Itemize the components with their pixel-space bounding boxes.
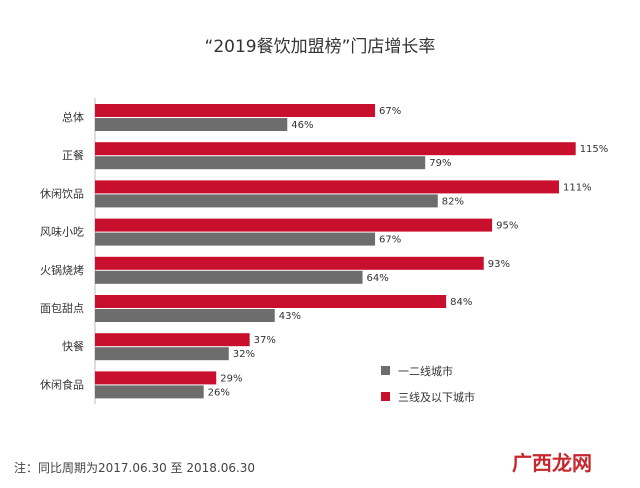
category-label: 休闲饮品 — [40, 186, 84, 200]
bar-tier3-below — [95, 180, 559, 194]
data-label: 84% — [450, 297, 472, 308]
category-label: 面包甜点 — [40, 302, 84, 315]
bar-tier3-below — [95, 104, 376, 117]
legend-swatch — [381, 392, 390, 401]
bar-tier3-below — [95, 295, 447, 308]
data-label: 115% — [580, 144, 609, 155]
category-label: 快餐 — [62, 339, 84, 353]
bar-tier3-below — [95, 333, 250, 347]
data-label: 46% — [291, 120, 313, 131]
bar-tier1-2 — [95, 385, 204, 399]
watermark: 广西龙网 — [512, 451, 592, 475]
legend-label: 一二线城市 — [398, 364, 453, 378]
category-label: 正餐 — [62, 148, 84, 162]
bar-tier1-2 — [95, 270, 363, 284]
data-label: 93% — [488, 259, 510, 270]
footnote: 注：同比周期为2017.06.30 至 2018.06.30 — [14, 460, 255, 475]
bar-tier3-below — [95, 256, 484, 270]
bar-tier3-below — [95, 142, 576, 156]
data-label: 111% — [563, 182, 592, 193]
category-label: 休闲食品 — [40, 377, 84, 391]
bar-tier3-below — [95, 371, 217, 385]
data-label: 26% — [208, 387, 230, 398]
category-label: 总体 — [62, 110, 84, 124]
bar-group: 总体 67% 46% 正餐 115% 79% 休闲饮品 111% 82% 风味小吃 95% 67% 火锅… — [40, 104, 609, 399]
data-label: 95% — [496, 221, 518, 232]
bar-tier1-2 — [95, 156, 426, 170]
category-label: 火锅烧烤 — [40, 263, 84, 277]
bar-tier1-2 — [95, 194, 438, 208]
chart-title: “2019餐饮加盟榜”门店增长率 — [205, 37, 436, 57]
bar-tier3-below — [95, 218, 493, 232]
data-label: 43% — [279, 311, 301, 322]
data-label: 82% — [442, 196, 464, 207]
data-label: 79% — [429, 158, 451, 169]
data-label: 37% — [254, 335, 276, 346]
legend-swatch — [381, 366, 390, 375]
data-label: 67% — [379, 235, 401, 246]
data-label: 29% — [220, 373, 242, 384]
data-label: 67% — [379, 106, 401, 117]
bar-tier1-2 — [95, 232, 376, 246]
data-label: 32% — [233, 349, 255, 360]
bar-tier1-2 — [95, 309, 275, 322]
category-label: 风味小吃 — [40, 226, 84, 239]
bar-tier1-2 — [95, 118, 288, 131]
data-label: 64% — [367, 273, 389, 284]
bar-tier1-2 — [95, 347, 229, 361]
legend-label: 三线及以下城市 — [398, 390, 475, 404]
